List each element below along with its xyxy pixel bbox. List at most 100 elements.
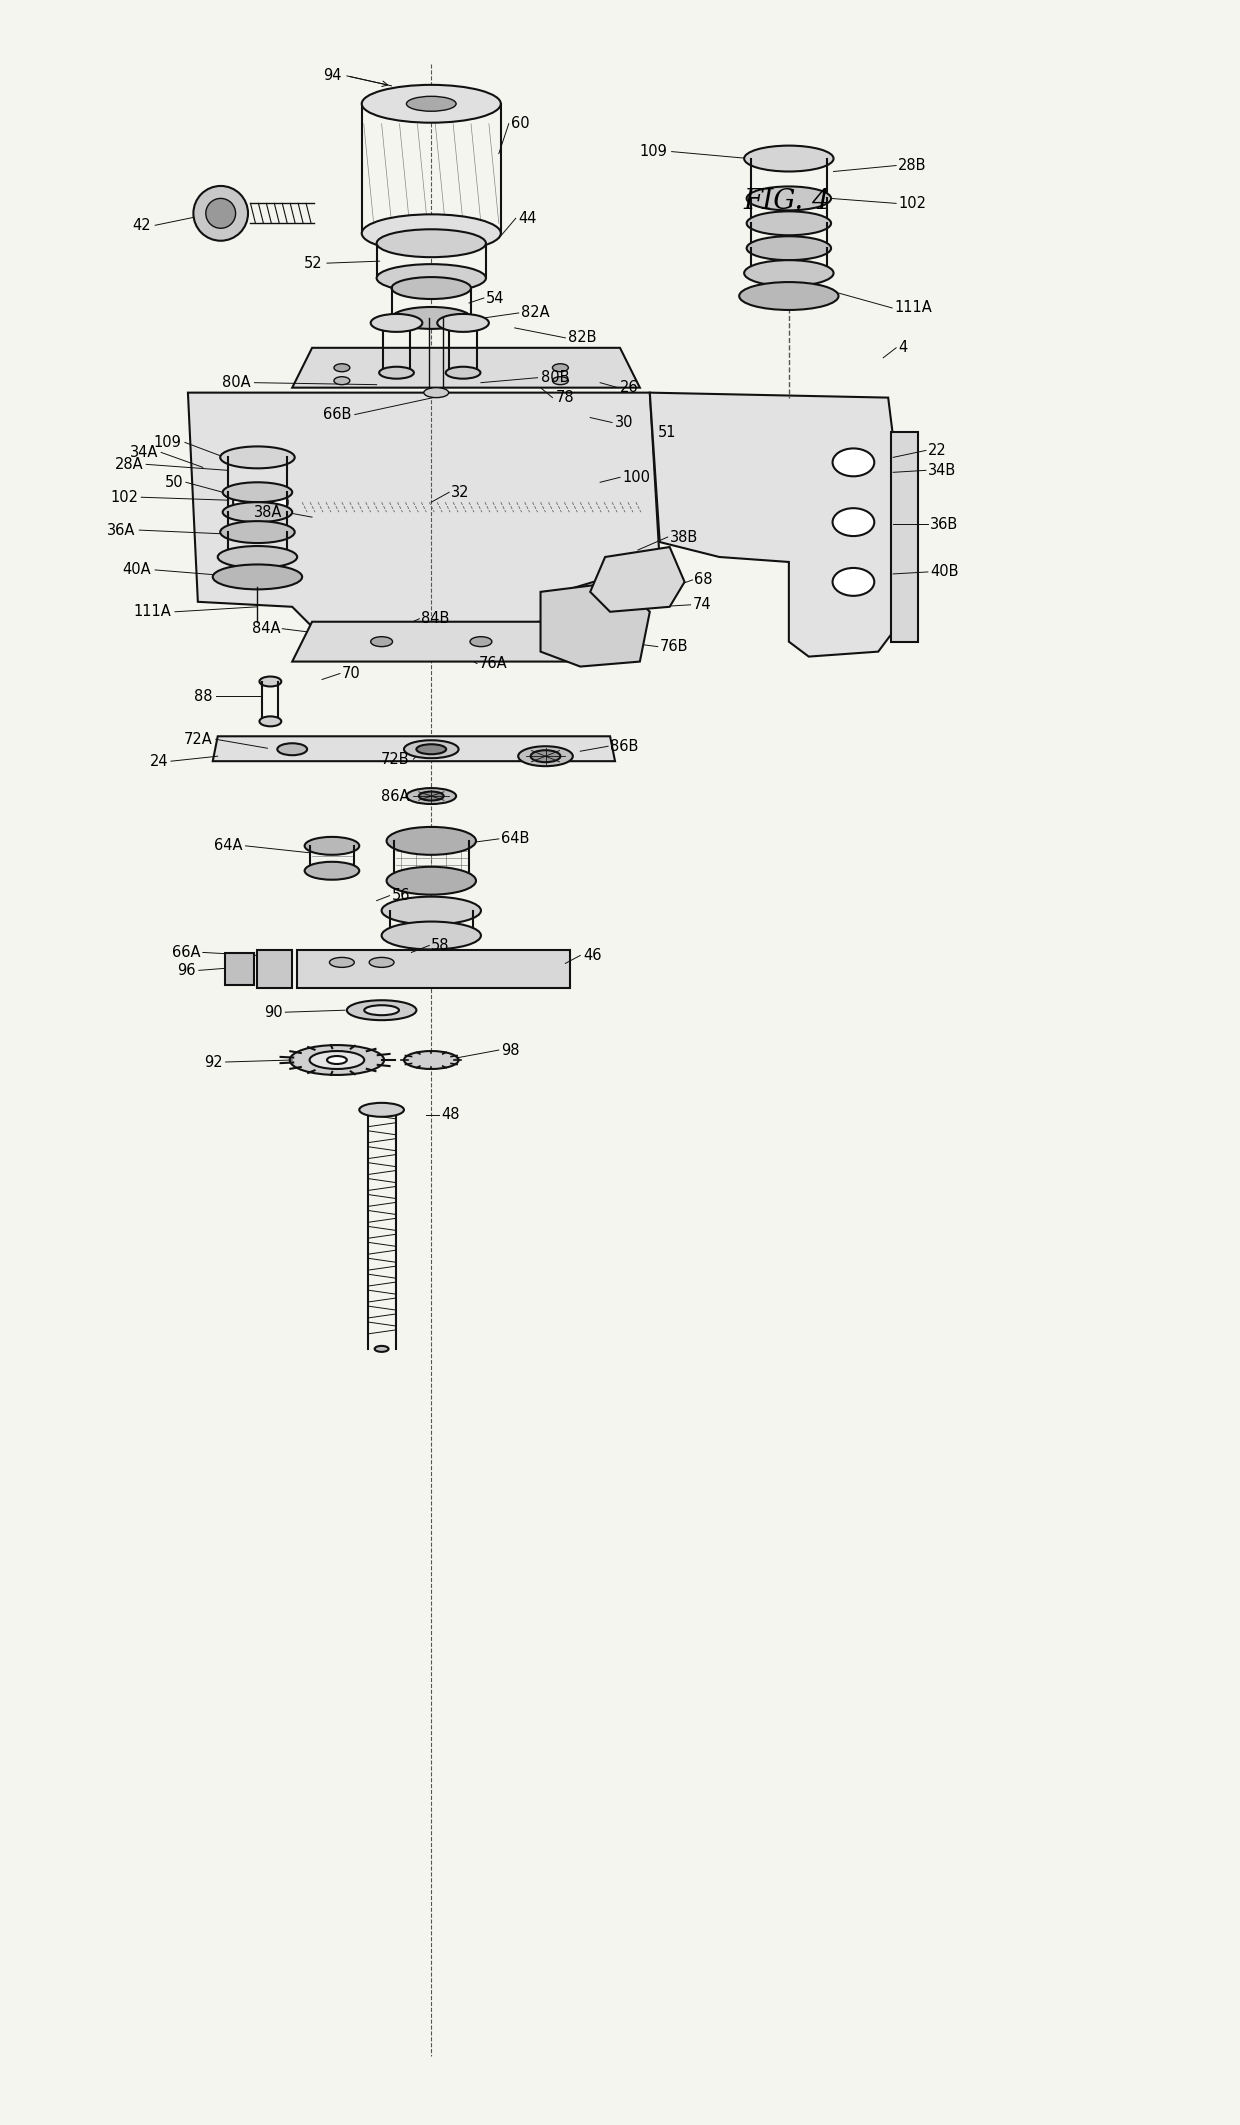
Text: 4: 4 xyxy=(898,340,908,355)
Text: 34A: 34A xyxy=(130,444,159,459)
Text: 22: 22 xyxy=(928,442,946,457)
Text: 80A: 80A xyxy=(222,376,250,391)
Ellipse shape xyxy=(334,363,350,372)
Text: 84B: 84B xyxy=(422,612,450,627)
Text: 94: 94 xyxy=(324,68,342,83)
Ellipse shape xyxy=(445,368,480,378)
Text: 100: 100 xyxy=(622,470,650,484)
Ellipse shape xyxy=(832,508,874,536)
Text: 76B: 76B xyxy=(660,640,688,654)
Text: 60: 60 xyxy=(511,117,529,132)
Text: 50: 50 xyxy=(165,474,184,489)
Ellipse shape xyxy=(382,897,481,924)
Text: 78: 78 xyxy=(556,391,574,406)
Bar xyxy=(298,950,570,988)
Text: 30: 30 xyxy=(615,414,634,429)
Ellipse shape xyxy=(470,638,492,646)
Text: 42: 42 xyxy=(133,217,151,234)
Ellipse shape xyxy=(379,368,414,378)
Text: 92: 92 xyxy=(205,1054,223,1069)
Ellipse shape xyxy=(371,638,393,646)
Ellipse shape xyxy=(327,1056,347,1065)
Text: 52: 52 xyxy=(304,255,322,270)
Ellipse shape xyxy=(744,147,833,172)
Text: 34B: 34B xyxy=(928,463,956,478)
Text: 64B: 64B xyxy=(501,831,529,846)
Text: 90: 90 xyxy=(264,1005,283,1020)
Text: 88: 88 xyxy=(195,688,213,703)
Ellipse shape xyxy=(832,448,874,476)
Ellipse shape xyxy=(744,259,833,287)
Ellipse shape xyxy=(387,827,476,854)
Ellipse shape xyxy=(832,567,874,595)
Polygon shape xyxy=(293,348,640,387)
Ellipse shape xyxy=(278,744,308,754)
Ellipse shape xyxy=(310,1052,365,1069)
Text: 36A: 36A xyxy=(107,523,135,538)
Ellipse shape xyxy=(305,863,360,880)
Polygon shape xyxy=(213,735,615,761)
Text: 96: 96 xyxy=(177,963,196,978)
Ellipse shape xyxy=(213,565,303,589)
Text: 58: 58 xyxy=(432,937,450,952)
Text: FIG. 4: FIG. 4 xyxy=(743,187,830,215)
Ellipse shape xyxy=(248,495,273,510)
Ellipse shape xyxy=(370,958,394,967)
Text: 40B: 40B xyxy=(930,565,959,580)
Ellipse shape xyxy=(404,1052,459,1069)
Ellipse shape xyxy=(553,376,568,385)
Text: 109: 109 xyxy=(640,144,667,159)
Ellipse shape xyxy=(218,546,298,567)
Text: 28B: 28B xyxy=(898,157,926,172)
Ellipse shape xyxy=(404,740,459,759)
Ellipse shape xyxy=(739,283,838,310)
Ellipse shape xyxy=(392,306,471,329)
Text: 109: 109 xyxy=(153,436,181,450)
Polygon shape xyxy=(590,546,684,612)
Text: 98: 98 xyxy=(501,1043,520,1058)
Ellipse shape xyxy=(419,793,444,801)
Ellipse shape xyxy=(259,716,281,727)
Ellipse shape xyxy=(417,744,446,754)
Text: 44: 44 xyxy=(518,210,537,225)
Text: 51: 51 xyxy=(657,425,676,440)
Ellipse shape xyxy=(221,521,295,544)
Text: 111A: 111A xyxy=(133,604,171,618)
Ellipse shape xyxy=(334,376,350,385)
Text: 66B: 66B xyxy=(324,408,352,423)
Ellipse shape xyxy=(330,958,355,967)
Text: 72A: 72A xyxy=(184,731,213,746)
Ellipse shape xyxy=(553,363,568,372)
Ellipse shape xyxy=(374,1345,388,1352)
Text: 72B: 72B xyxy=(381,752,409,767)
Bar xyxy=(258,950,293,988)
Text: 26: 26 xyxy=(620,380,639,395)
Ellipse shape xyxy=(233,484,288,521)
Ellipse shape xyxy=(362,85,501,123)
Text: 68: 68 xyxy=(694,572,713,586)
Ellipse shape xyxy=(259,676,281,686)
Text: 102: 102 xyxy=(110,489,138,506)
Ellipse shape xyxy=(407,96,456,110)
Ellipse shape xyxy=(377,230,486,257)
Ellipse shape xyxy=(223,482,293,501)
Ellipse shape xyxy=(424,387,449,397)
Ellipse shape xyxy=(305,837,360,854)
Ellipse shape xyxy=(438,314,489,332)
Text: 70: 70 xyxy=(342,665,361,680)
Ellipse shape xyxy=(382,922,481,950)
Text: 74: 74 xyxy=(692,597,711,612)
Ellipse shape xyxy=(206,198,236,227)
Ellipse shape xyxy=(347,1001,417,1020)
Ellipse shape xyxy=(365,1005,399,1016)
Polygon shape xyxy=(293,623,600,661)
Ellipse shape xyxy=(221,446,295,468)
Polygon shape xyxy=(188,393,660,638)
Text: 38A: 38A xyxy=(254,504,283,521)
Polygon shape xyxy=(650,393,893,657)
Text: 76A: 76A xyxy=(479,657,507,672)
Ellipse shape xyxy=(392,276,471,300)
Text: 86B: 86B xyxy=(610,740,639,754)
Polygon shape xyxy=(541,582,650,667)
Ellipse shape xyxy=(223,502,293,523)
